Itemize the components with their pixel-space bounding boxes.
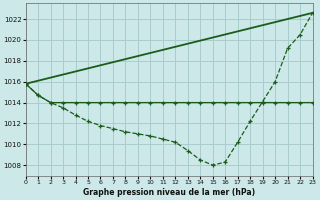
X-axis label: Graphe pression niveau de la mer (hPa): Graphe pression niveau de la mer (hPa) [83,188,255,197]
